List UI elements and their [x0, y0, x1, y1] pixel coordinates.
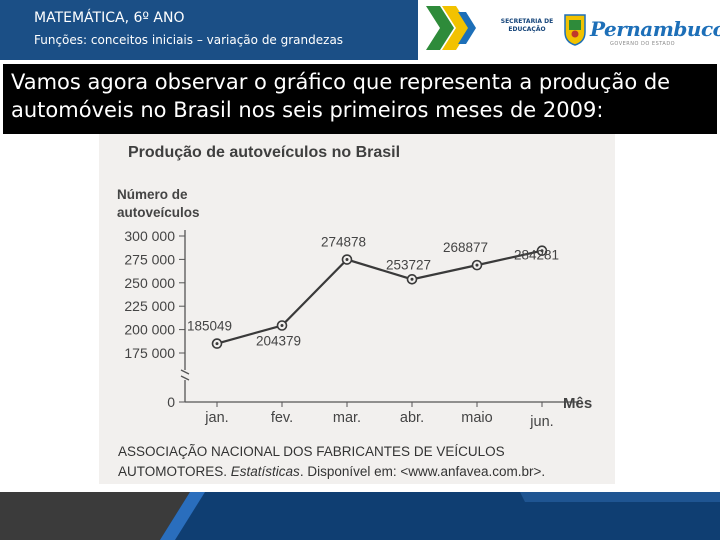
chart-title: Produção de autoveículos no Brasil [128, 144, 401, 161]
data-label: 284281 [514, 248, 559, 263]
source-italic: Estatísticas [230, 464, 300, 479]
data-label: 274878 [321, 235, 366, 250]
axes: Mês [180, 230, 592, 412]
y-axis-title-line-1: Número de [117, 187, 188, 202]
axis-break-mark [180, 369, 190, 381]
secretaria-label: SECRETARIA DE EDUCAÇÃO [500, 18, 554, 33]
chart-source: ASSOCIAÇÃO NACIONAL DOS FABRICANTES DE V… [118, 442, 608, 482]
x-tick-label: jan. [204, 410, 228, 426]
source-suffix: . Disponível em: <www.anfavea.com.br>. [299, 464, 546, 479]
intro-banner: Vamos agora observar o gráfico que repre… [3, 64, 717, 134]
state-logo-text: Pernambuco [590, 17, 720, 41]
production-line [216, 249, 543, 345]
x-tick-label: abr. [400, 410, 424, 426]
intro-text: Vamos agora observar o gráfico que repre… [11, 70, 671, 122]
y-axis-title: Número de autoveículos [117, 187, 200, 220]
y-tick-label: 225 000 [124, 298, 175, 314]
y-axis-title-line-2: autoveículos [117, 205, 200, 220]
data-labels: 185049 204379 274878 253727 268877 284281 [187, 235, 559, 349]
logos-area: SECRETARIA DE EDUCAÇÃO Pernambuco GOVERN… [418, 0, 720, 60]
x-axis-title: Mês [563, 395, 592, 412]
x-tick-labels: jan. fev. mar. abr. maio jun. [204, 402, 554, 430]
data-label: 268877 [443, 240, 488, 255]
y-tick-label: 275 000 [124, 251, 175, 267]
line-chart: Número de autoveículos 300 000 275 000 250 … [117, 187, 592, 430]
y-tick-label: 200 000 [124, 322, 175, 338]
data-point-center [540, 249, 544, 253]
x-tick-label: maio [461, 410, 492, 426]
header-band [0, 0, 420, 60]
source-line-2: AUTOMOTORES. Estatísticas. Disponível em… [118, 462, 608, 482]
data-label: 204379 [256, 334, 301, 349]
y-ticks: 300 000 275 000 250 000 225 000 200 000 175 0… [124, 228, 185, 410]
data-point-center [475, 263, 479, 267]
y-tick-label: 0 [167, 394, 175, 410]
data-label: 253727 [386, 257, 431, 272]
source-prefix: AUTOMOTORES. [118, 464, 231, 479]
data-label: 185049 [187, 319, 232, 334]
source-line-1: ASSOCIAÇÃO NACIONAL DOS FABRICANTES DE V… [118, 444, 505, 459]
data-point-center [215, 342, 219, 346]
arrows-icon [426, 6, 476, 50]
y-tick-label: 175 000 [124, 345, 175, 361]
x-tick-label: mar. [333, 410, 361, 426]
course-title: MATEMÁTICA, 6º ANO [34, 10, 185, 26]
x-tick-label: fev. [271, 410, 293, 426]
state-seal-icon [564, 14, 586, 46]
y-tick-label: 250 000 [124, 275, 175, 291]
data-point-center [280, 324, 284, 328]
y-tick-label: 300 000 [124, 228, 175, 244]
data-point-center [410, 277, 414, 281]
x-tick-label: jun. [529, 414, 553, 430]
state-logo-tagline: GOVERNO DO ESTADO [610, 41, 676, 47]
lesson-subtitle: Funções: conceitos iniciais – variação d… [34, 33, 344, 47]
series-line [211, 245, 548, 349]
footer-decoration [0, 492, 720, 540]
data-point-center [345, 258, 349, 262]
